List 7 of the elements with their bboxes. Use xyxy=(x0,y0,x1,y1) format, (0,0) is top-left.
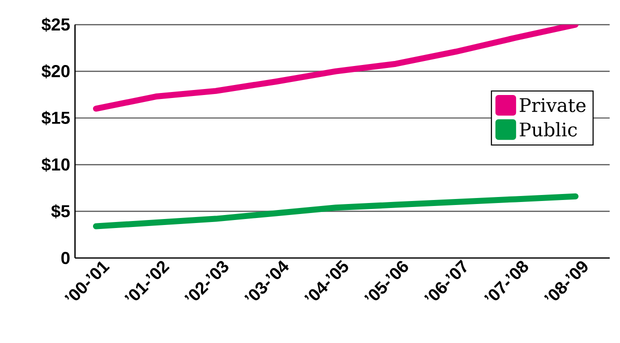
legend-label: Private xyxy=(520,98,586,112)
y-tick-label: $25 xyxy=(42,18,70,32)
y-tick-label: $10 xyxy=(42,158,70,172)
y-tick-label: $15 xyxy=(42,110,70,126)
y-tick-label: $5 xyxy=(51,204,70,218)
legend-label: Public xyxy=(520,122,577,137)
y-tick-label: $20 xyxy=(42,64,70,78)
